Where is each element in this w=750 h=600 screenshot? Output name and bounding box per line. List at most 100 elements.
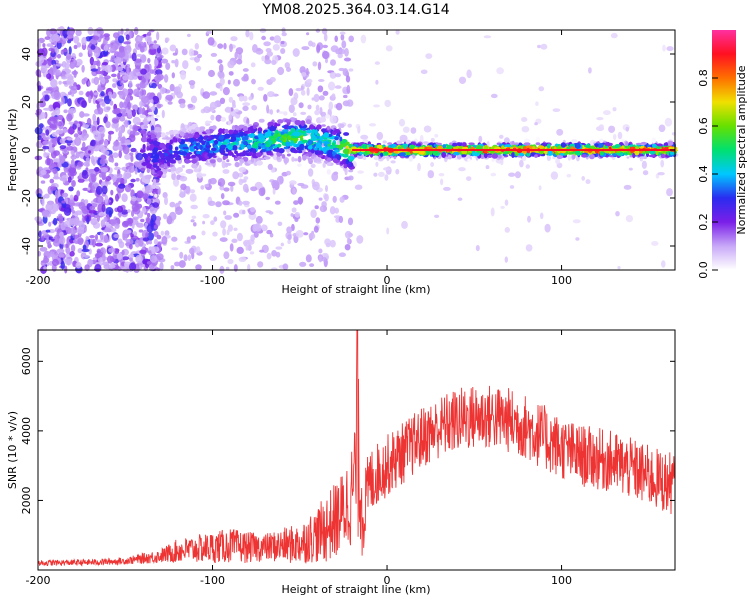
noise-cell — [238, 95, 244, 102]
noise-cell — [567, 154, 571, 161]
noise-cell — [390, 160, 396, 164]
noise-cell — [46, 73, 52, 80]
noise-cell — [301, 72, 307, 77]
noise-cell — [334, 85, 342, 89]
ridge-cell — [322, 162, 326, 168]
noise-cell — [108, 264, 116, 269]
ridge-cell — [626, 156, 630, 159]
noise-cell — [123, 229, 131, 235]
ridge-cell — [169, 156, 174, 160]
noise-cell — [153, 224, 159, 230]
noise-cell — [43, 151, 48, 158]
noise-cell — [112, 118, 119, 124]
noise-cell — [208, 69, 215, 78]
noise-cell — [35, 108, 43, 114]
noise-cell — [661, 260, 666, 268]
noise-cell — [271, 179, 279, 188]
noise-cell — [104, 217, 108, 222]
noise-cell — [293, 92, 299, 100]
noise-cell — [153, 40, 157, 44]
ridge-cell — [451, 142, 458, 147]
noise-cell — [257, 261, 264, 268]
noise-cell — [163, 213, 168, 220]
ridge-cell — [150, 155, 157, 159]
noise-cell — [107, 130, 115, 135]
noise-cell — [248, 96, 253, 101]
noise-cell — [249, 251, 255, 255]
ridge-cell — [268, 136, 274, 139]
ridge-cell — [501, 145, 505, 150]
noise-cell — [117, 50, 126, 58]
noise-cell — [81, 100, 87, 108]
noise-cell — [208, 200, 216, 206]
noise-cell — [224, 215, 232, 220]
ridge-cell — [140, 136, 148, 143]
noise-cell — [234, 51, 238, 60]
noise-cell — [127, 101, 131, 110]
noise-cell — [138, 229, 144, 233]
y-tick-label: 4000 — [20, 417, 33, 445]
noise-cell — [124, 119, 129, 128]
noise-cell — [86, 215, 90, 225]
ridge-cell — [146, 163, 152, 169]
ridge-cell — [155, 185, 160, 189]
noise-cell — [521, 117, 528, 122]
noise-cell — [572, 219, 581, 224]
noise-cell — [82, 244, 87, 250]
noise-cell — [496, 67, 504, 75]
noise-cell — [156, 73, 164, 81]
noise-cell — [171, 172, 177, 181]
noise-cell — [61, 192, 69, 198]
noise-cell — [135, 177, 140, 182]
noise-cell — [148, 240, 152, 245]
noise-cell — [103, 139, 109, 147]
noise-cell — [325, 57, 328, 64]
noise-cell — [343, 57, 352, 62]
ridge-cell — [383, 156, 391, 159]
noise-cell — [82, 124, 89, 129]
ridge-cell — [389, 155, 394, 158]
noise-cell — [112, 43, 119, 51]
noise-cell — [159, 87, 166, 95]
noise-cell — [625, 215, 634, 223]
noise-cell — [443, 186, 451, 191]
ridge-cell — [339, 136, 343, 142]
noise-cell — [54, 189, 59, 199]
noise-cell — [223, 251, 230, 260]
noise-cell — [122, 233, 128, 241]
noise-cell — [49, 124, 57, 129]
noise-cell — [147, 212, 151, 218]
ridge-cell — [225, 162, 232, 166]
noise-cell — [458, 76, 467, 85]
ridge-cell — [139, 149, 146, 153]
noise-cell — [615, 211, 620, 217]
noise-cell — [67, 91, 72, 96]
ridge-cell — [556, 154, 564, 159]
noise-cell — [420, 69, 428, 75]
noise-cell — [78, 52, 83, 57]
noise-cell — [114, 166, 121, 171]
ridge-cell — [210, 134, 214, 140]
noise-cell — [337, 53, 343, 59]
noise-cell — [550, 171, 559, 180]
ridge-cell — [181, 165, 186, 168]
noise-cell — [344, 230, 352, 239]
noise-cell — [120, 28, 124, 35]
y-tick-label: -40 — [20, 237, 33, 255]
ridge-cell — [188, 137, 195, 143]
ridge-cell — [154, 182, 161, 186]
noise-cell — [111, 73, 117, 78]
noise-cell — [269, 36, 275, 41]
ridge-cell — [452, 151, 460, 156]
noise-cell — [276, 175, 284, 185]
noise-cell — [88, 209, 97, 214]
noise-cell — [538, 86, 545, 92]
noise-cell — [141, 89, 147, 96]
noise-cell — [123, 171, 128, 180]
noise-cell — [59, 155, 65, 164]
noise-cell — [38, 74, 42, 78]
noise-cell — [81, 64, 85, 73]
ridge-cell — [144, 174, 152, 180]
noise-cell — [43, 257, 50, 263]
noise-cell — [373, 172, 378, 177]
